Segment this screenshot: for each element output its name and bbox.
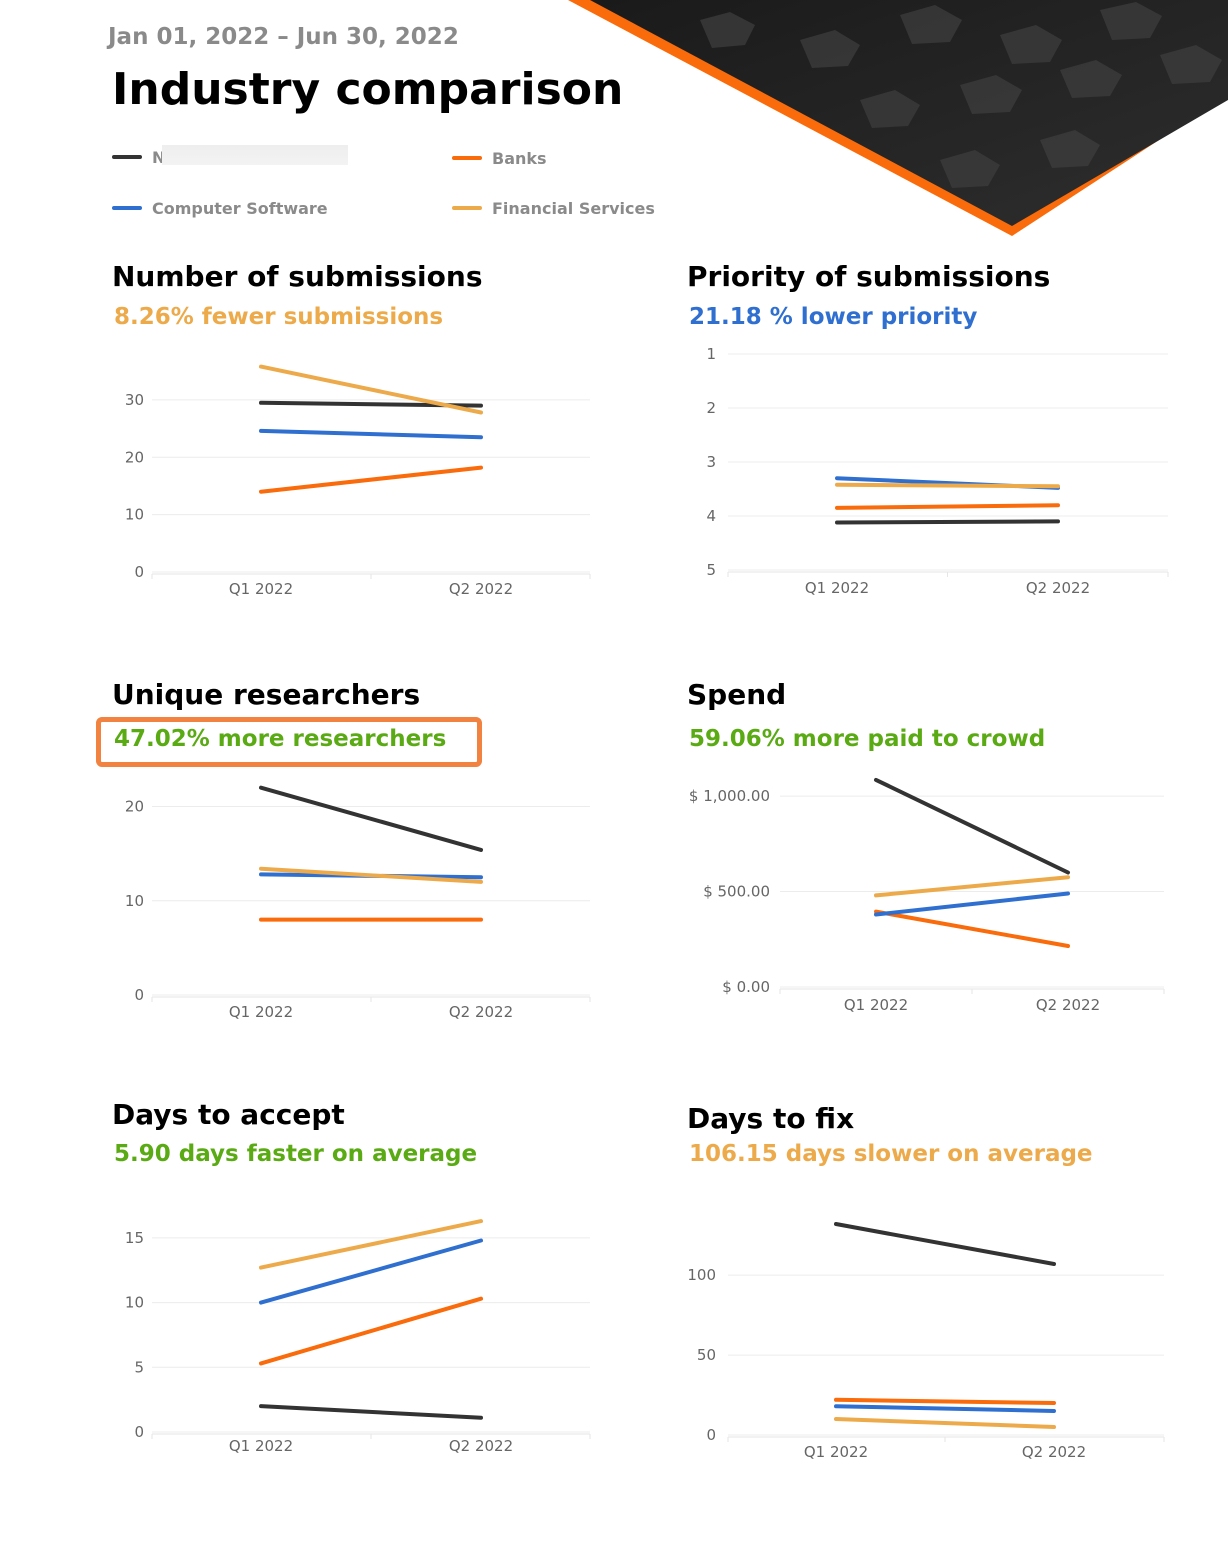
series-line-financial-services <box>874 875 1070 898</box>
x-tick-label: Q1 2022 <box>229 1003 293 1021</box>
x-tick-label: Q1 2022 <box>229 1437 293 1455</box>
series-line-banks <box>259 1296 483 1366</box>
x-tick-label: Q2 2022 <box>449 1003 513 1021</box>
y-tick-label: $ 500.00 <box>703 883 770 901</box>
chart-days-to-fix: 0 50 100 Q1 2022 Q2 2022 <box>687 1222 1165 1461</box>
legend-label: Financial Services <box>492 198 655 218</box>
series-line-financial-services <box>259 364 483 415</box>
series-line-computer-software <box>834 1404 1056 1413</box>
y-tick-label: $ 0.00 <box>722 978 770 996</box>
chart-title-submissions: Number of submissions <box>112 260 483 293</box>
y-tick-label: 30 <box>125 391 144 409</box>
series-line-financial-services <box>834 1417 1056 1429</box>
legend-item-financial-services: Financial Services <box>452 196 655 220</box>
x-tick-label: Q1 2022 <box>804 1443 868 1461</box>
chart-unique-researchers: 0 10 20 Q1 2022 Q2 2022 <box>125 785 591 1021</box>
y-tick-label: 10 <box>125 506 144 524</box>
y-tick-label: 0 <box>134 986 144 1004</box>
y-tick-label: 1 <box>706 345 716 363</box>
legend-swatch <box>452 156 482 160</box>
series-line-company <box>259 785 483 852</box>
y-tick-label: 20 <box>125 798 144 816</box>
y-tick-label: 10 <box>125 892 144 910</box>
x-tick-label: Q2 2022 <box>1026 579 1090 597</box>
y-tick-label: 5 <box>134 1358 144 1376</box>
y-tick-label: 2 <box>706 399 716 417</box>
chart-subtitle-priority: 21.18 % lower priority <box>689 304 978 330</box>
y-tick-label: 0 <box>706 1426 716 1444</box>
redaction-box <box>162 145 348 165</box>
legend-swatch <box>112 155 142 159</box>
y-tick-label: 5 <box>706 561 716 579</box>
chart-priority-of-submissions: 1 2 3 4 5 Q1 2022 Q2 2022 <box>706 345 1169 597</box>
chart-title-spend: Spend <box>687 678 787 711</box>
x-tick-label: Q1 2022 <box>805 579 869 597</box>
y-tick-label: 15 <box>125 1229 144 1247</box>
y-tick-label: 3 <box>706 453 716 471</box>
series-line-banks <box>835 503 1060 510</box>
page-title: Industry comparison <box>112 64 624 115</box>
x-tick-label: Q2 2022 <box>1022 1443 1086 1461</box>
series-line-computer-software <box>259 428 483 440</box>
series-line-banks <box>259 465 483 494</box>
chart-title-researchers: Unique researchers <box>112 678 421 711</box>
legend-swatch <box>112 206 142 210</box>
y-tick-label: 50 <box>697 1346 716 1364</box>
series-line-company <box>834 1222 1056 1266</box>
corner-banner-graphic <box>568 0 1228 236</box>
chart-subtitle-submissions: 8.26% fewer submissions <box>114 304 444 330</box>
chart-title-days-to-accept: Days to accept <box>112 1098 345 1131</box>
x-tick-label: Q2 2022 <box>449 1437 513 1455</box>
series-line-banks <box>874 909 1070 948</box>
x-tick-label: Q1 2022 <box>229 580 293 598</box>
date-range: Jan 01, 2022 – Jun 30, 2022 <box>108 24 459 50</box>
series-line-financial-services <box>259 1219 483 1270</box>
chart-spend: $ 0.00 $ 500.00 $ 1,000.00 Q1 2022 Q2 2022 <box>689 777 1165 1014</box>
chart-days-to-accept: 0 5 10 15 Q1 2022 Q2 2022 <box>125 1219 591 1455</box>
series-line-financial-services <box>259 866 483 884</box>
legend-label: Computer Software <box>152 198 328 218</box>
y-tick-label: 0 <box>134 1423 144 1441</box>
highlight-box <box>96 717 482 767</box>
y-tick-label: 100 <box>687 1266 716 1284</box>
chart-subtitle-researchers: 47.02% more researchers <box>114 726 447 752</box>
y-tick-label: 20 <box>125 448 144 466</box>
series-line-financial-services <box>835 482 1060 489</box>
legend-swatch <box>452 206 482 210</box>
series-line-company <box>259 1404 483 1420</box>
series-line-company <box>835 519 1060 525</box>
x-tick-label: Q2 2022 <box>1036 996 1100 1014</box>
series-line-computer-software <box>874 891 1070 917</box>
chart-number-of-submissions: 0 10 20 30 Q1 2022 Q2 2022 <box>125 364 591 598</box>
series-line-banks <box>834 1397 1056 1405</box>
y-tick-label: 0 <box>134 563 144 581</box>
series-line-company <box>874 777 1070 875</box>
series-line-computer-software <box>259 1238 483 1305</box>
y-tick-label: $ 1,000.00 <box>689 787 770 805</box>
chart-subtitle-spend: 59.06% more paid to crowd <box>689 726 1046 752</box>
x-tick-label: Q2 2022 <box>449 580 513 598</box>
chart-subtitle-days-to-fix: 106.15 days slower on average <box>689 1141 1093 1167</box>
y-tick-label: 4 <box>706 507 716 525</box>
chart-title-days-to-fix: Days to fix <box>687 1102 855 1135</box>
legend-item-computer-software: Computer Software <box>112 196 328 220</box>
legend-label: Banks <box>492 148 547 168</box>
x-tick-label: Q1 2022 <box>844 996 908 1014</box>
y-tick-label: 10 <box>125 1294 144 1312</box>
legend-item-banks: Banks <box>452 146 547 170</box>
chart-subtitle-days-to-accept: 5.90 days faster on average <box>114 1141 478 1167</box>
chart-title-priority: Priority of submissions <box>687 260 1051 293</box>
